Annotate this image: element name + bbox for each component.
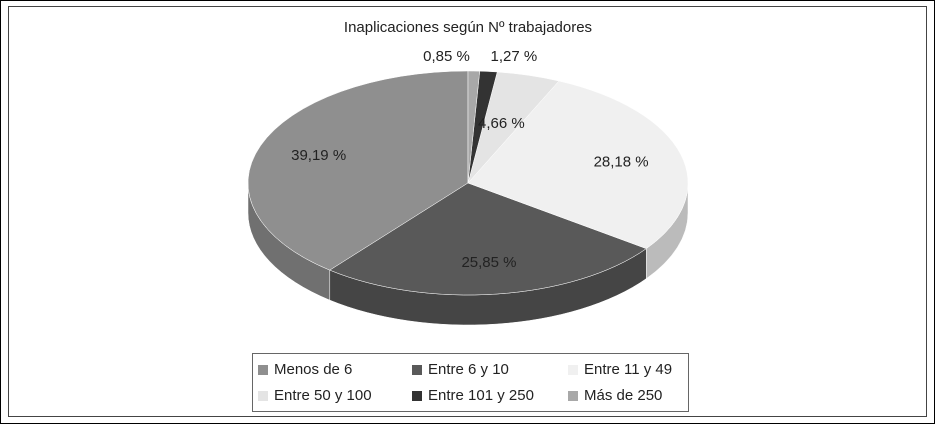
slice [329, 182, 647, 296]
legend-swatch [412, 391, 422, 401]
slice [247, 70, 469, 271]
legend-swatch [412, 365, 422, 375]
legend-label: Entre 50 y 100 [274, 387, 372, 404]
data-label: 4,66 % [478, 115, 525, 132]
legend-label: Más de 250 [584, 387, 662, 404]
legend-label: Entre 11 y 49 [584, 361, 672, 378]
legend-swatch [258, 391, 268, 401]
legend-label: Entre 6 y 10 [428, 361, 509, 378]
legend-swatch [258, 365, 268, 375]
legend-label: Entre 101 y 250 [428, 387, 534, 404]
legend-box [252, 353, 689, 412]
data-label: 39,19 % [291, 147, 346, 164]
data-label: 1,27 % [490, 48, 537, 65]
legend-label: Menos de 6 [274, 361, 352, 378]
data-label: 25,85 % [461, 254, 516, 271]
data-label: 0,85 % [423, 48, 470, 65]
legend-swatch [568, 365, 578, 375]
slice [467, 80, 689, 249]
data-label: 28,18 % [594, 153, 649, 170]
slice [467, 70, 481, 184]
chart-title: Inaplicaciones según Nº trabajadores [344, 19, 592, 36]
legend-swatch [568, 391, 578, 401]
